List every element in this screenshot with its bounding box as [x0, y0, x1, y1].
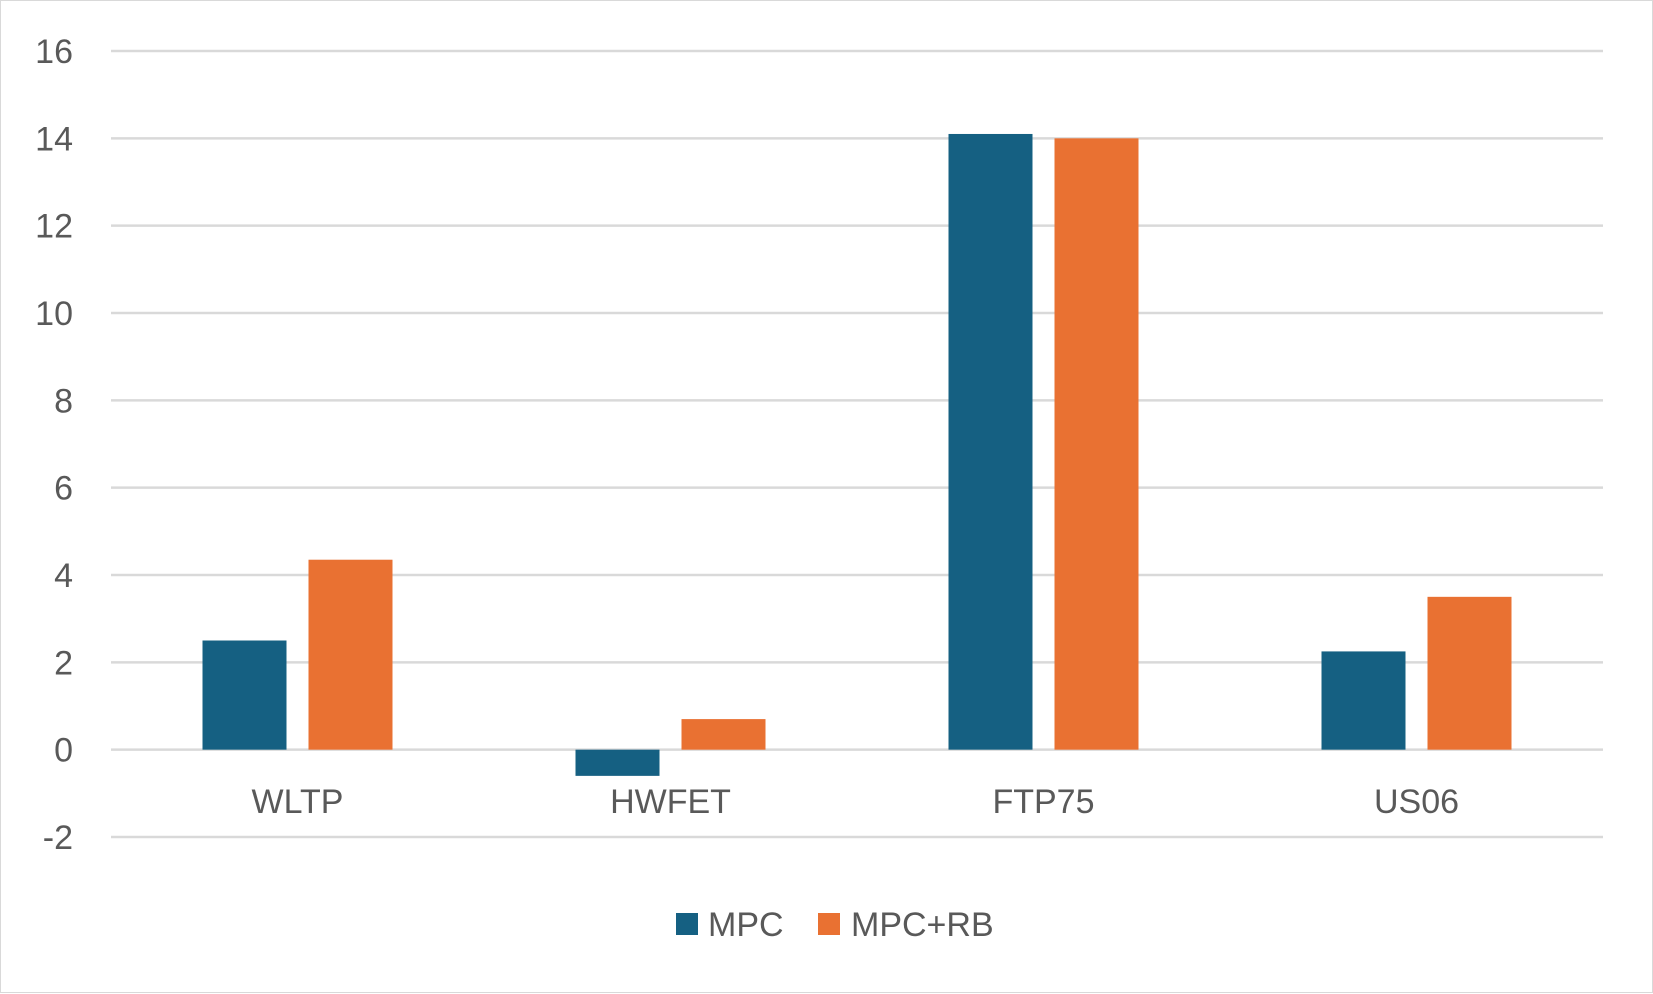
- legend-label-mpc: MPC: [708, 906, 784, 944]
- bar-mpc-hwfet: [575, 749, 660, 776]
- y-tick-label: 0: [54, 732, 73, 770]
- x-category-label-hwfet: HWFET: [610, 783, 731, 821]
- x-category-label-us06: US06: [1374, 783, 1459, 821]
- bar-mpc-rb-hwfet: [681, 719, 766, 750]
- y-tick-label: 14: [35, 120, 73, 158]
- y-tick-label: -2: [43, 819, 73, 857]
- y-tick-label: 16: [35, 33, 73, 71]
- bar-mpc-rb-ftp75: [1054, 138, 1139, 750]
- bar-mpc-wltp: [202, 640, 287, 750]
- y-tick-label: 2: [54, 644, 73, 682]
- y-tick-label: 4: [54, 557, 73, 595]
- y-tick-label: 8: [54, 382, 73, 420]
- x-category-label-wltp: WLTP: [252, 783, 344, 821]
- y-axis-tick-labels: -2 0 2 4 6 8 10 12 14 16: [35, 33, 73, 857]
- y-tick-label: 10: [35, 295, 73, 333]
- legend-swatch-mpc: [676, 913, 698, 935]
- bar-mpc-us06: [1321, 651, 1406, 750]
- legend-swatch-mpc-rb: [818, 913, 840, 935]
- bar-mpc-ftp75: [948, 133, 1033, 750]
- x-category-label-ftp75: FTP75: [992, 783, 1094, 821]
- y-tick-label: 6: [54, 470, 73, 508]
- bar-mpc-rb-wltp: [308, 559, 393, 750]
- legend-label-mpc-rb: MPC+RB: [851, 906, 994, 944]
- bars: [202, 133, 1512, 776]
- y-tick-label: 12: [35, 208, 73, 246]
- bar-mpc-rb-us06: [1427, 596, 1512, 750]
- legend: MPC MPC+RB: [676, 906, 994, 944]
- x-axis-category-labels: WLTP HWFET FTP75 US06: [252, 783, 1460, 821]
